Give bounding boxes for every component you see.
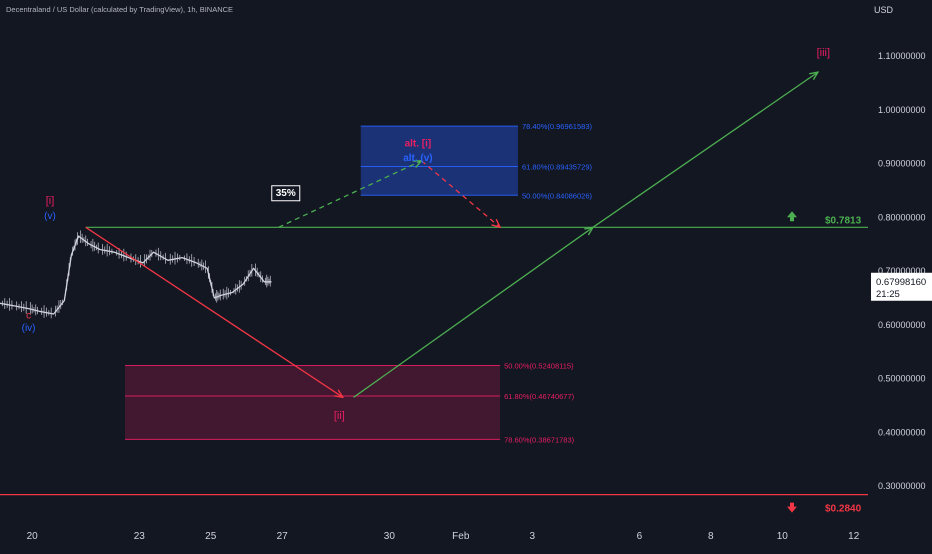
price-series-line[interactable] <box>0 235 272 315</box>
projection-dashed-line[interactable] <box>421 160 500 227</box>
arrow-down-icon <box>787 502 797 513</box>
x-tick-label: 12 <box>848 531 860 542</box>
wave-label-ii: [ii] <box>334 410 345 422</box>
x-tick-label: 3 <box>529 531 535 542</box>
y-tick-label: 0.70000000 <box>878 266 926 276</box>
wave-label-iii: [iii] <box>817 47 830 59</box>
wave-label-i: [i] <box>46 195 55 207</box>
fib-level-label: 61.80%(0.89435729) <box>522 163 593 172</box>
x-tick-label: 8 <box>708 531 714 542</box>
fib-level-label: 78.40%(0.96961583) <box>522 122 593 131</box>
y-tick-label: 0.30000000 <box>878 481 926 491</box>
price-level-label: $0.2840 <box>825 504 862 515</box>
y-tick-label: 0.60000000 <box>878 320 926 330</box>
fib-level-label: 50.00%(0.52408115) <box>504 362 574 371</box>
current-price-box <box>871 272 932 301</box>
wave-label-c: c <box>26 310 31 321</box>
fib-level-label: 78.60%(0.38671783) <box>504 435 575 444</box>
y-tick-label: 1.10000000 <box>878 51 926 61</box>
price-level-label: $0.7813 <box>825 215 862 226</box>
projection-line[interactable] <box>85 226 343 397</box>
y-tick-label: 1.00000000 <box>878 105 926 115</box>
y-tick-label: 0.40000000 <box>878 427 926 437</box>
projection-line[interactable] <box>353 227 593 398</box>
wave-label-iv: (iv) <box>22 323 36 334</box>
y-tick-label: 0.50000000 <box>878 374 926 384</box>
percent-badge-box <box>271 185 301 202</box>
x-tick-label: 6 <box>637 531 643 542</box>
percent-badge: 35% <box>276 188 296 199</box>
x-tick-label: 23 <box>134 531 146 542</box>
symbol-title: Decentraland / US Dollar (calculated by … <box>6 5 234 14</box>
x-tick-label: Feb <box>452 531 470 542</box>
y-tick-label: 0.90000000 <box>878 159 926 169</box>
arrow-up-icon <box>787 211 797 222</box>
currency-label[interactable]: USD <box>874 5 894 15</box>
wave-label-v: (v) <box>44 211 56 222</box>
current-price-label: 0.67998160 <box>876 277 926 288</box>
x-tick-label: 10 <box>777 531 789 542</box>
x-tick-label: 25 <box>205 531 217 542</box>
blue-zone[interactable] <box>360 126 518 196</box>
countdown-label: 21:25 <box>876 289 900 300</box>
wave-label-alt-i: alt. [i] <box>405 138 432 149</box>
x-tick-label: 30 <box>384 531 396 542</box>
projection-line[interactable] <box>592 72 818 228</box>
fib-level-label: 61.80%(0.46740677) <box>504 392 575 401</box>
x-tick-label: 27 <box>277 531 289 542</box>
fib-level-label: 50.00%(0.84086026) <box>522 191 593 200</box>
wave-label-alt-v: alt. (v) <box>403 153 432 164</box>
x-tick-label: 20 <box>27 531 39 542</box>
y-tick-label: 0.80000000 <box>878 212 926 222</box>
